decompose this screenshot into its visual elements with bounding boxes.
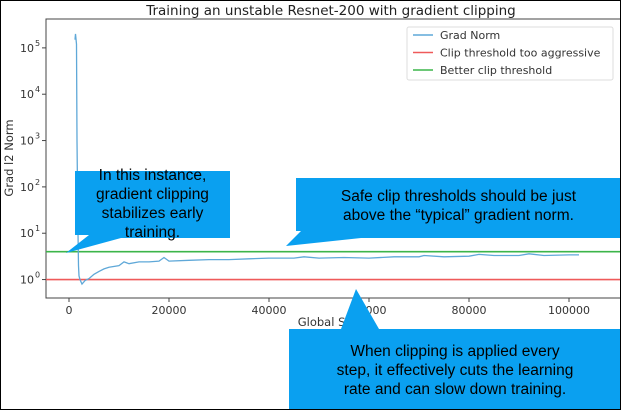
- x-tick-label: 0: [66, 304, 73, 317]
- legend-box: [406, 26, 614, 81]
- legend: Grad Norm Clip threshold too aggressive Be…: [406, 26, 614, 81]
- y-tick-exponent: 0: [35, 271, 40, 280]
- callout-shape: [66, 171, 230, 253]
- x-tick-label: 100000: [548, 304, 590, 317]
- annotation-safe-threshold: Safe clip thresholds should be just above…: [296, 178, 620, 234]
- y-tick-label: 10: [20, 135, 34, 148]
- y-tick-label: 10: [20, 274, 34, 287]
- y-axis-label: Grad l2 Norm: [2, 119, 16, 196]
- x-tick-label: 40000: [252, 304, 287, 317]
- x-tick-label: 80000: [452, 304, 487, 317]
- y-tick-exponent: 4: [35, 85, 40, 94]
- legend-label: Better clip threshold: [440, 64, 552, 77]
- x-tick-label: 20000: [152, 304, 187, 317]
- y-tick-exponent: 2: [35, 178, 40, 187]
- y-tick-exponent: 3: [35, 132, 40, 141]
- series-line-0: [74, 33, 579, 286]
- legend-label: Clip threshold too aggressive: [440, 47, 601, 60]
- y-tick-label: 10: [20, 42, 34, 55]
- annotation-text: Safe clip thresholds should be just above…: [340, 188, 577, 224]
- callout-shape: [289, 289, 620, 409]
- y-tick-exponent: 5: [35, 39, 40, 48]
- legend-label: Grad Norm: [440, 29, 500, 42]
- annotation-early-training: In this instance, gradient clipping stabil…: [75, 167, 230, 241]
- y-tick-exponent: 1: [35, 224, 40, 233]
- callout-shape: [286, 178, 620, 246]
- annotation-text: When clipping is applied every step, it e…: [336, 342, 574, 398]
- y-tick-label: 10: [20, 181, 34, 194]
- y-tick-label: 10: [20, 88, 34, 101]
- y-tick-label: 10: [20, 227, 34, 240]
- chart-title: Training an unstable Resnet-200 with gra…: [145, 3, 516, 19]
- annotation-aggressive-clipping: When clipping is applied every step, it e…: [289, 329, 620, 409]
- plot-frame: [45, 18, 620, 299]
- annotation-text: In this instance, gradient clipping stabil…: [96, 167, 209, 241]
